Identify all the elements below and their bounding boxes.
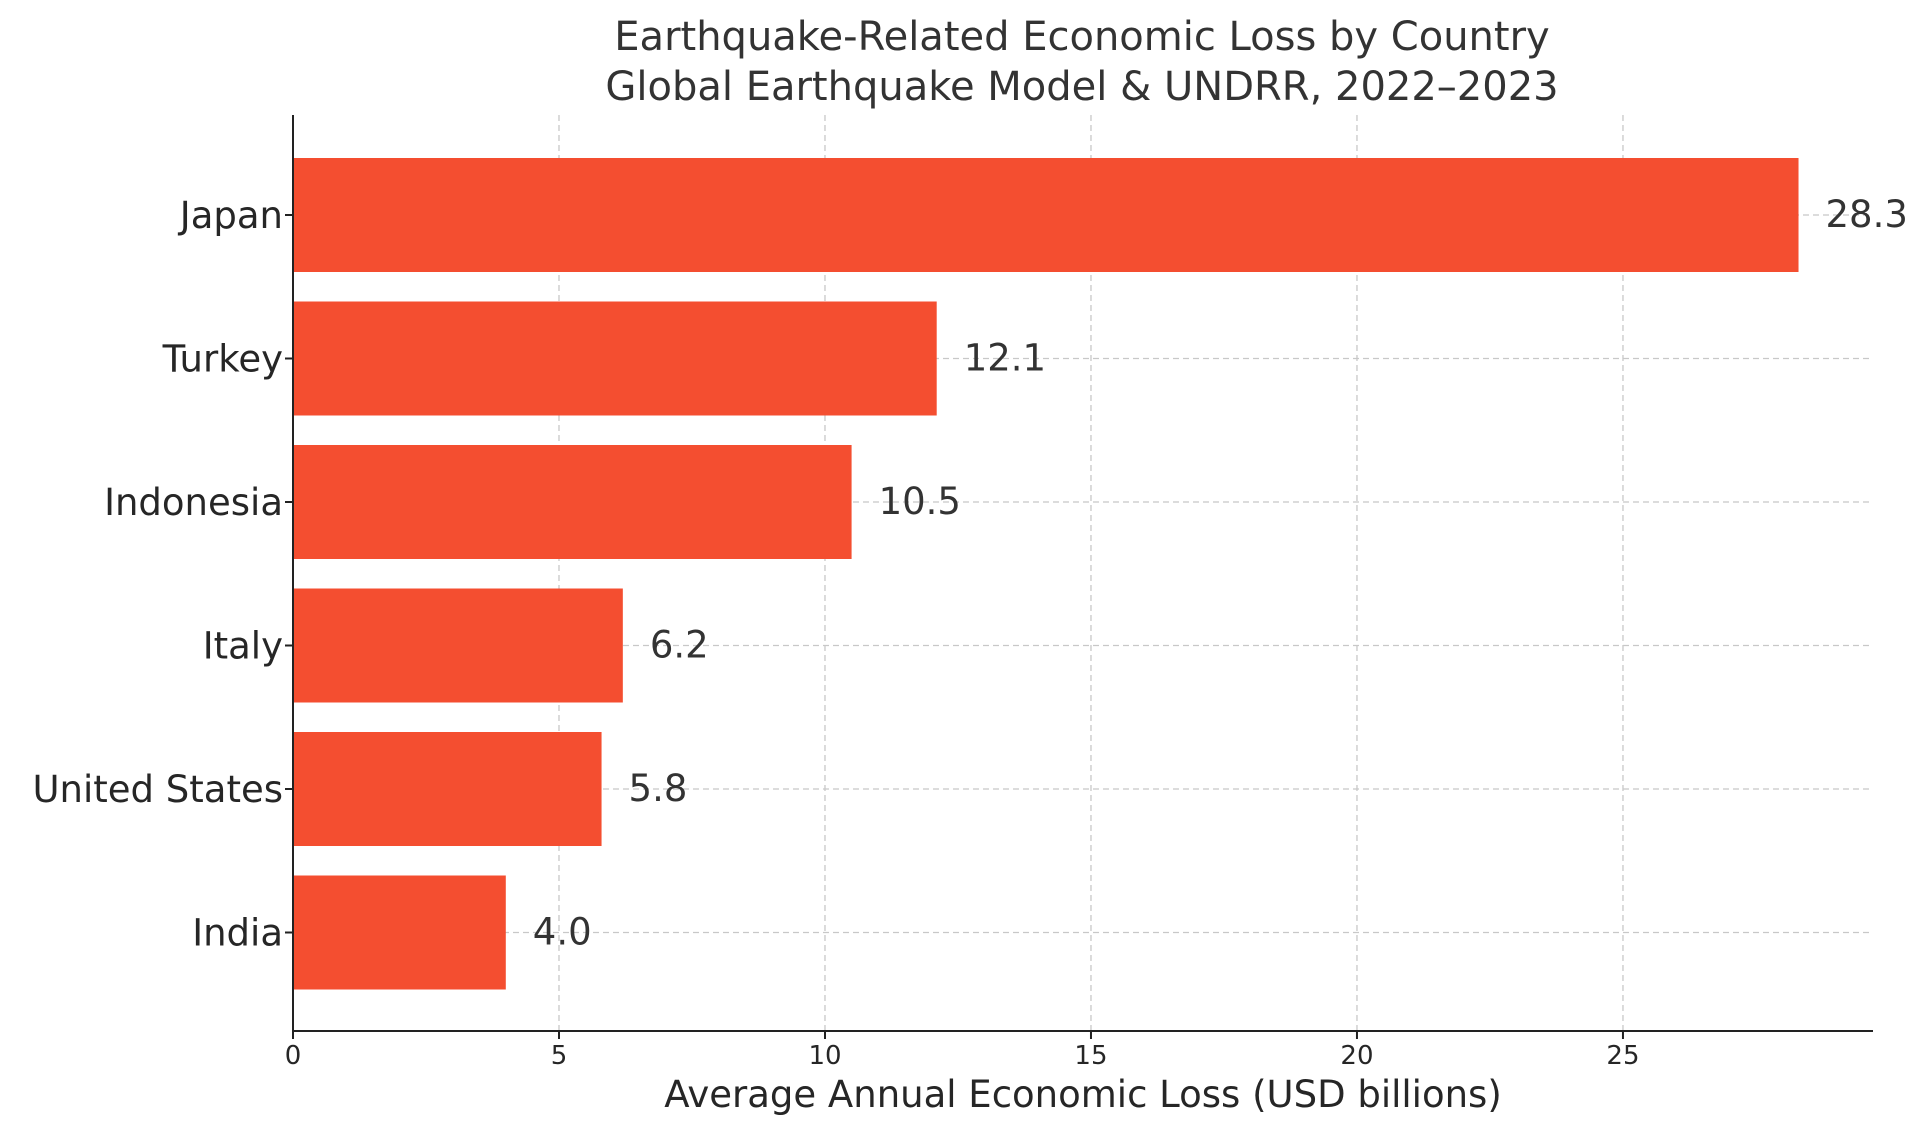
chart-subtitle: Global Earthquake Model & UNDRR, 2022–20… — [605, 64, 1558, 110]
chart-title-group: Earthquake-Related Economic Loss by Coun… — [605, 14, 1558, 110]
category-label: United States — [32, 768, 283, 811]
x-tick-label: 25 — [1606, 1041, 1639, 1071]
x-axis-title: Average Annual Economic Loss (USD billio… — [664, 1073, 1502, 1116]
category-label: Italy — [203, 625, 283, 668]
x-tick-label: 5 — [551, 1041, 568, 1071]
value-label: 6.2 — [650, 624, 709, 667]
x-tick-label: 15 — [1074, 1041, 1107, 1071]
category-labels: Japan Turkey Indonesia Italy United States In… — [32, 194, 283, 955]
x-tick-label: 10 — [808, 1041, 841, 1071]
chart-title: Earthquake-Related Economic Loss by Coun… — [614, 14, 1549, 60]
value-label: 12.1 — [964, 337, 1046, 380]
x-tick-label: 20 — [1340, 1041, 1373, 1071]
value-label: 28.3 — [1826, 193, 1908, 236]
value-label: 4.0 — [533, 911, 592, 954]
category-label: Turkey — [162, 338, 283, 381]
axes — [292, 115, 1873, 1032]
bar — [293, 732, 602, 846]
bar — [293, 588, 623, 703]
bar — [293, 301, 937, 416]
value-label: 10.5 — [879, 480, 961, 523]
category-label: India — [192, 912, 283, 955]
bar — [293, 875, 506, 990]
x-tick-label: 0 — [285, 1041, 302, 1071]
category-label: Indonesia — [104, 481, 283, 524]
value-label: 5.8 — [629, 767, 688, 810]
bars — [293, 158, 1799, 990]
x-ticks: 0 5 10 15 20 25 — [285, 214, 1640, 1071]
value-labels: 28.3 12.1 10.5 6.2 5.8 4.0 — [533, 193, 1908, 954]
category-label: Japan — [178, 194, 283, 237]
bar — [293, 158, 1799, 272]
bar — [293, 445, 852, 559]
